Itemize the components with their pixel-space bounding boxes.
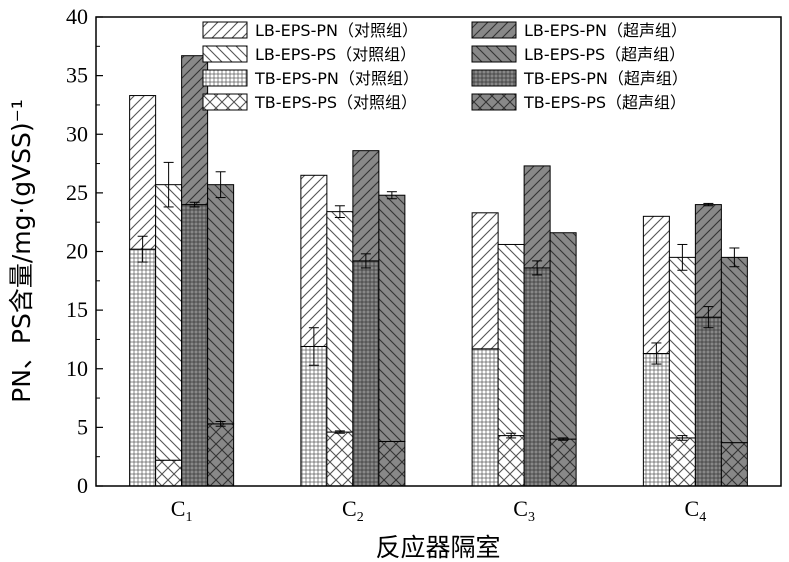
x-tick-label: C2 — [342, 496, 364, 525]
bar-segment-top — [300, 174, 328, 347]
bar-segment-top — [471, 212, 499, 350]
legend-label: LB-EPS-PN（对照组） — [255, 21, 418, 40]
bar-segment-bottom — [497, 435, 525, 487]
legend-swatch — [471, 69, 517, 87]
bar-segment-top — [129, 95, 157, 250]
bar-segment-top — [523, 165, 551, 269]
bar-segment-bottom — [549, 438, 577, 487]
legend-label: TB-EPS-PS（对照组） — [254, 93, 417, 112]
y-tick-label: 40 — [66, 4, 88, 29]
bar-segment-top — [668, 256, 696, 439]
bar-segment-top — [694, 204, 722, 318]
legend-label: TB-EPS-PN（对照组） — [254, 69, 419, 88]
bar-segment-bottom — [352, 260, 380, 487]
legend-swatch — [471, 21, 517, 39]
y-tick-label: 5 — [77, 414, 88, 439]
bar-segment-bottom — [207, 423, 235, 487]
y-tick-label: 15 — [66, 297, 88, 322]
bar-segment-bottom — [642, 353, 670, 487]
x-tick-label: C3 — [513, 496, 535, 525]
bar-segment-bottom — [668, 437, 696, 487]
legend-swatch — [202, 45, 248, 63]
bar-segment-top — [720, 256, 748, 444]
legend-label: LB-EPS-PN（超声组） — [524, 21, 687, 40]
y-tick-label: 35 — [66, 63, 88, 88]
legend-swatch — [202, 93, 248, 111]
y-tick-label: 10 — [66, 356, 88, 381]
x-axis-title: 反应器隔室 — [375, 533, 500, 562]
legend: LB-EPS-PN（对照组） LB-EPS-PN（超声组） LB-EPS-PS（对照… — [202, 21, 688, 112]
bar-segment-top — [155, 184, 183, 461]
bar-segment-bottom — [326, 431, 354, 487]
bar-segment-top — [497, 243, 525, 437]
bars — [129, 55, 748, 487]
y-axis-title: PN、PS含量/mg·(gVSS)⁻¹ — [7, 99, 36, 403]
y-tick-label: 0 — [77, 473, 88, 498]
bar-segment-bottom — [720, 442, 748, 487]
bar-segment-top — [207, 184, 235, 425]
bar-segment-top — [352, 150, 380, 262]
legend-label: LB-EPS-PS（对照组） — [255, 45, 416, 64]
y-tick-label: 30 — [66, 121, 88, 146]
bar-segment-bottom — [694, 316, 722, 487]
bar-segment-bottom — [181, 204, 209, 487]
legend-label: TB-EPS-PN（超声组） — [523, 69, 688, 88]
bar-segment-bottom — [523, 267, 551, 487]
bar-segment-bottom — [155, 459, 183, 487]
x-tick-label: C1 — [171, 496, 193, 525]
legend-swatch — [202, 69, 248, 87]
bar-segment-bottom — [129, 248, 157, 487]
bar-segment-top — [326, 211, 354, 433]
legend-swatch — [471, 45, 517, 63]
bar-segment-bottom — [378, 440, 406, 487]
error-bars — [137, 161, 740, 441]
legend-label: LB-EPS-PS（超声组） — [524, 45, 685, 64]
legend-swatch — [202, 21, 248, 39]
bar-segment-bottom — [471, 348, 499, 487]
bar-segment-bottom — [300, 345, 328, 487]
y-tick-label: 20 — [66, 239, 88, 264]
y-tick-label: 25 — [66, 180, 88, 205]
bar-segment-top — [378, 194, 406, 442]
bar-segment-top — [549, 232, 577, 440]
x-tick-label: C4 — [685, 496, 707, 525]
legend-label: TB-EPS-PS（超声组） — [523, 93, 686, 112]
bar-segment-top — [642, 215, 670, 355]
legend-swatch — [471, 93, 517, 111]
